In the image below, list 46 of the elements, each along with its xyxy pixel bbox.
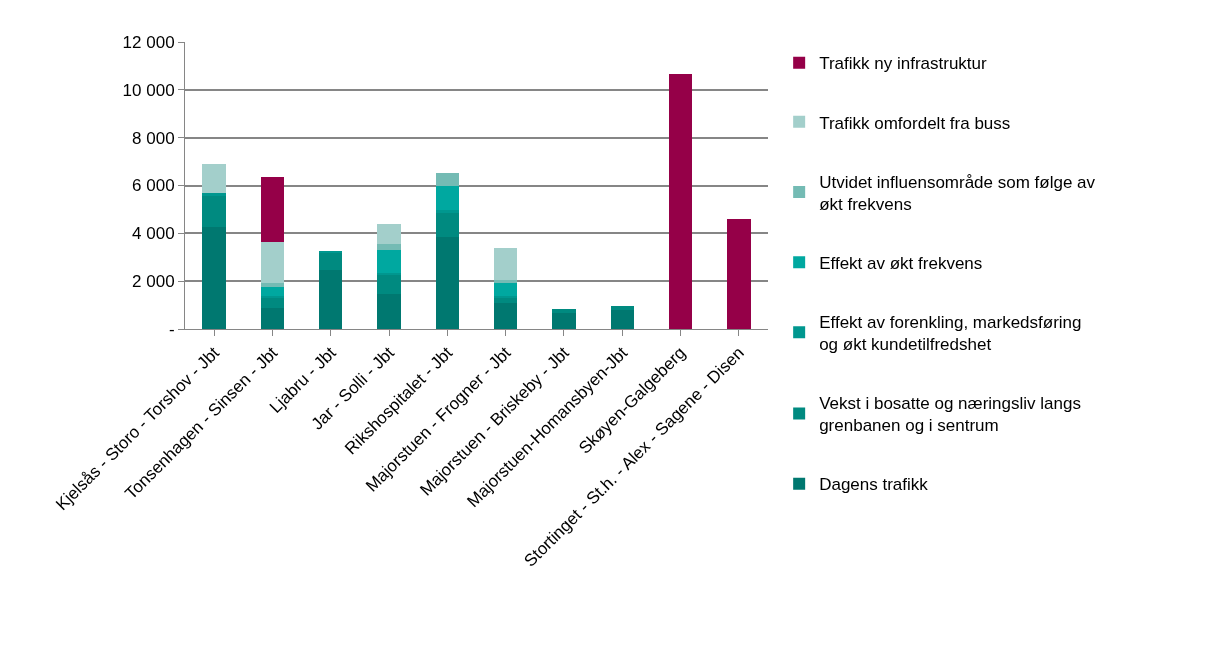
bar: [610, 306, 634, 311]
bar: [377, 250, 401, 274]
bar: [610, 310, 634, 329]
y-tick-label: 6 000: [132, 176, 175, 196]
bar: [493, 247, 518, 280]
y-tick-label: -: [168, 319, 175, 339]
bar: [493, 279, 518, 283]
bar: [668, 73, 693, 329]
y-tick-label: 4 000: [132, 224, 175, 244]
y-tick-label: 2 000: [132, 272, 175, 292]
bar: [377, 294, 401, 329]
bar: [260, 282, 285, 287]
legend-label: Dagens trafikk: [819, 475, 929, 495]
bar: [435, 173, 460, 186]
bar: [202, 192, 226, 197]
y-tick-label: 10 000: [122, 80, 175, 100]
y-tick-label: 8 000: [132, 128, 175, 148]
bar: [435, 213, 460, 237]
legend-label: Effekt av økt frekvens: [819, 253, 983, 273]
bar: [727, 219, 751, 329]
bar: [493, 303, 518, 329]
bar: [435, 209, 460, 213]
bar: [377, 274, 401, 295]
bar: [260, 241, 285, 283]
legend-label: Trafikk ny infrastruktur: [819, 54, 988, 74]
bar: [260, 177, 285, 242]
y-tick-label: 12 000: [122, 32, 175, 52]
bar: [202, 226, 226, 329]
legend-label: Utvidet influensområde som følge av økt frekvens: [819, 172, 1096, 214]
bar: [377, 244, 401, 251]
bar: [202, 164, 226, 193]
bar: [260, 297, 285, 308]
legend-label: Vekst i bosatte og næringsliv langs grenbanen og i sentrum: [819, 394, 1081, 436]
bar: [202, 196, 226, 227]
bar: [260, 286, 285, 296]
bar: [552, 313, 576, 329]
bar: [435, 236, 460, 329]
bar: [435, 185, 460, 210]
legend-label: Effekt av forenkling, markedsføring og økt kundetilfredshet: [819, 312, 1082, 354]
bar: [552, 309, 576, 314]
bar: [493, 282, 518, 296]
bar: [377, 223, 401, 245]
bar: [260, 307, 285, 329]
bar: [319, 253, 343, 271]
legend-label: Trafikk omfordelt fra buss: [819, 113, 1011, 133]
bar: [319, 270, 343, 329]
